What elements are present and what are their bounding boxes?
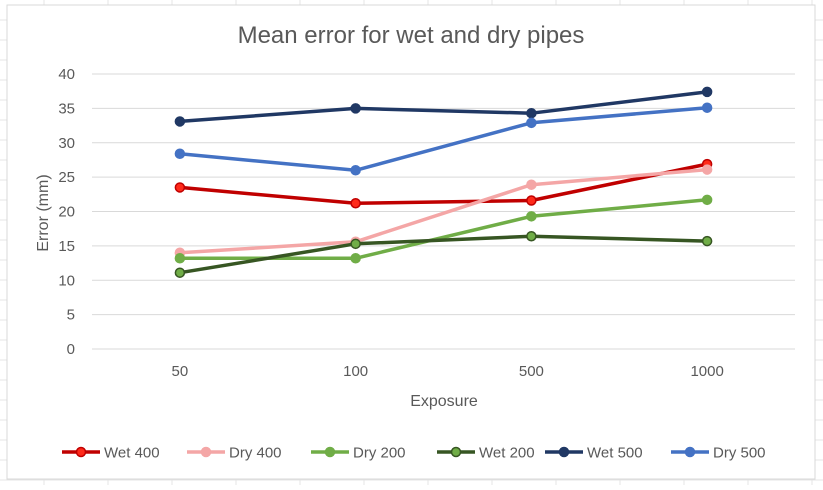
x-axis-tick-labels: 50 100 500 1000: [172, 363, 724, 380]
series-wet-200[interactable]: [174, 231, 713, 278]
y-axis-tick-labels: 0 5 10 15 20 25 30 35 40: [58, 66, 75, 358]
series-line[interactable]: [178, 105, 709, 173]
y-tick-label: 40: [58, 66, 75, 83]
y-tick-label: 15: [58, 238, 75, 255]
series-wet-500[interactable]: [174, 86, 713, 127]
data-point[interactable]: [701, 235, 713, 247]
series-line[interactable]: [178, 234, 709, 275]
x-axis-title: Exposure: [410, 393, 478, 410]
data-point[interactable]: [350, 253, 361, 264]
series-line[interactable]: [178, 90, 709, 124]
data-point[interactable]: [526, 195, 537, 206]
data-point[interactable]: [701, 194, 713, 206]
legend-item-dry-500[interactable]: Dry 500: [671, 445, 766, 462]
legend-item-dry-200[interactable]: Dry 200: [311, 445, 406, 462]
data-point[interactable]: [350, 198, 361, 209]
data-point[interactable]: [174, 253, 186, 264]
y-tick-label: 10: [58, 272, 75, 289]
legend-swatch-marker: [450, 446, 462, 458]
data-point[interactable]: [174, 182, 186, 193]
legend-swatch-marker: [558, 446, 570, 458]
y-tick-label: 0: [67, 341, 75, 358]
y-tick-label: 20: [58, 204, 75, 221]
data-point[interactable]: [526, 231, 537, 242]
series-line[interactable]: [178, 167, 709, 255]
data-point[interactable]: [526, 117, 537, 129]
data-point[interactable]: [701, 102, 713, 113]
y-tick-label: 25: [58, 169, 75, 186]
legend-swatch-marker: [684, 446, 696, 458]
legend-item-dry-400[interactable]: Dry 400: [187, 445, 282, 462]
data-point[interactable]: [526, 107, 537, 119]
legend-swatch-marker: [324, 446, 336, 458]
y-tick-label: 30: [58, 135, 75, 152]
legend-label: Dry 200: [353, 445, 406, 462]
legend-item-wet-200[interactable]: Wet 200: [437, 445, 535, 462]
legend-label: Dry 400: [229, 445, 282, 462]
data-point[interactable]: [526, 179, 537, 190]
legend-label: Wet 400: [104, 445, 160, 462]
data-point[interactable]: [174, 148, 186, 159]
x-tick-label: 500: [519, 363, 544, 380]
legend-swatch-marker: [200, 446, 212, 458]
legend-swatch-marker: [75, 446, 87, 458]
chart-title: Mean error for wet and dry pipes: [238, 22, 585, 49]
data-point[interactable]: [526, 211, 537, 222]
data-point[interactable]: [701, 164, 713, 175]
y-tick-label: 35: [58, 100, 75, 117]
legend-label: Wet 500: [587, 445, 643, 462]
y-tick-label: 5: [67, 307, 75, 324]
x-tick-label: 50: [172, 363, 189, 380]
data-point[interactable]: [174, 116, 186, 127]
data-point[interactable]: [350, 165, 361, 176]
series-layer: [174, 86, 713, 278]
legend-label: Dry 500: [713, 445, 766, 462]
data-point[interactable]: [350, 103, 361, 114]
series-dry-500[interactable]: [174, 102, 713, 176]
legend-item-wet-400[interactable]: Wet 400: [62, 445, 160, 462]
data-point[interactable]: [174, 267, 186, 278]
legend-label: Wet 200: [479, 445, 535, 462]
series-line[interactable]: [178, 162, 709, 206]
legend-item-wet-500[interactable]: Wet 500: [545, 445, 643, 462]
series-wet-400[interactable]: [174, 158, 713, 209]
y-axis-title: Error (mm): [35, 174, 52, 251]
legend: Wet 400 Dry 400 Dry 200 Wet 200 Wet 500 Dry 5…: [62, 445, 766, 462]
x-tick-label: 1000: [690, 363, 723, 380]
data-point[interactable]: [350, 238, 361, 250]
data-point[interactable]: [701, 86, 713, 98]
x-tick-label: 100: [343, 363, 368, 380]
